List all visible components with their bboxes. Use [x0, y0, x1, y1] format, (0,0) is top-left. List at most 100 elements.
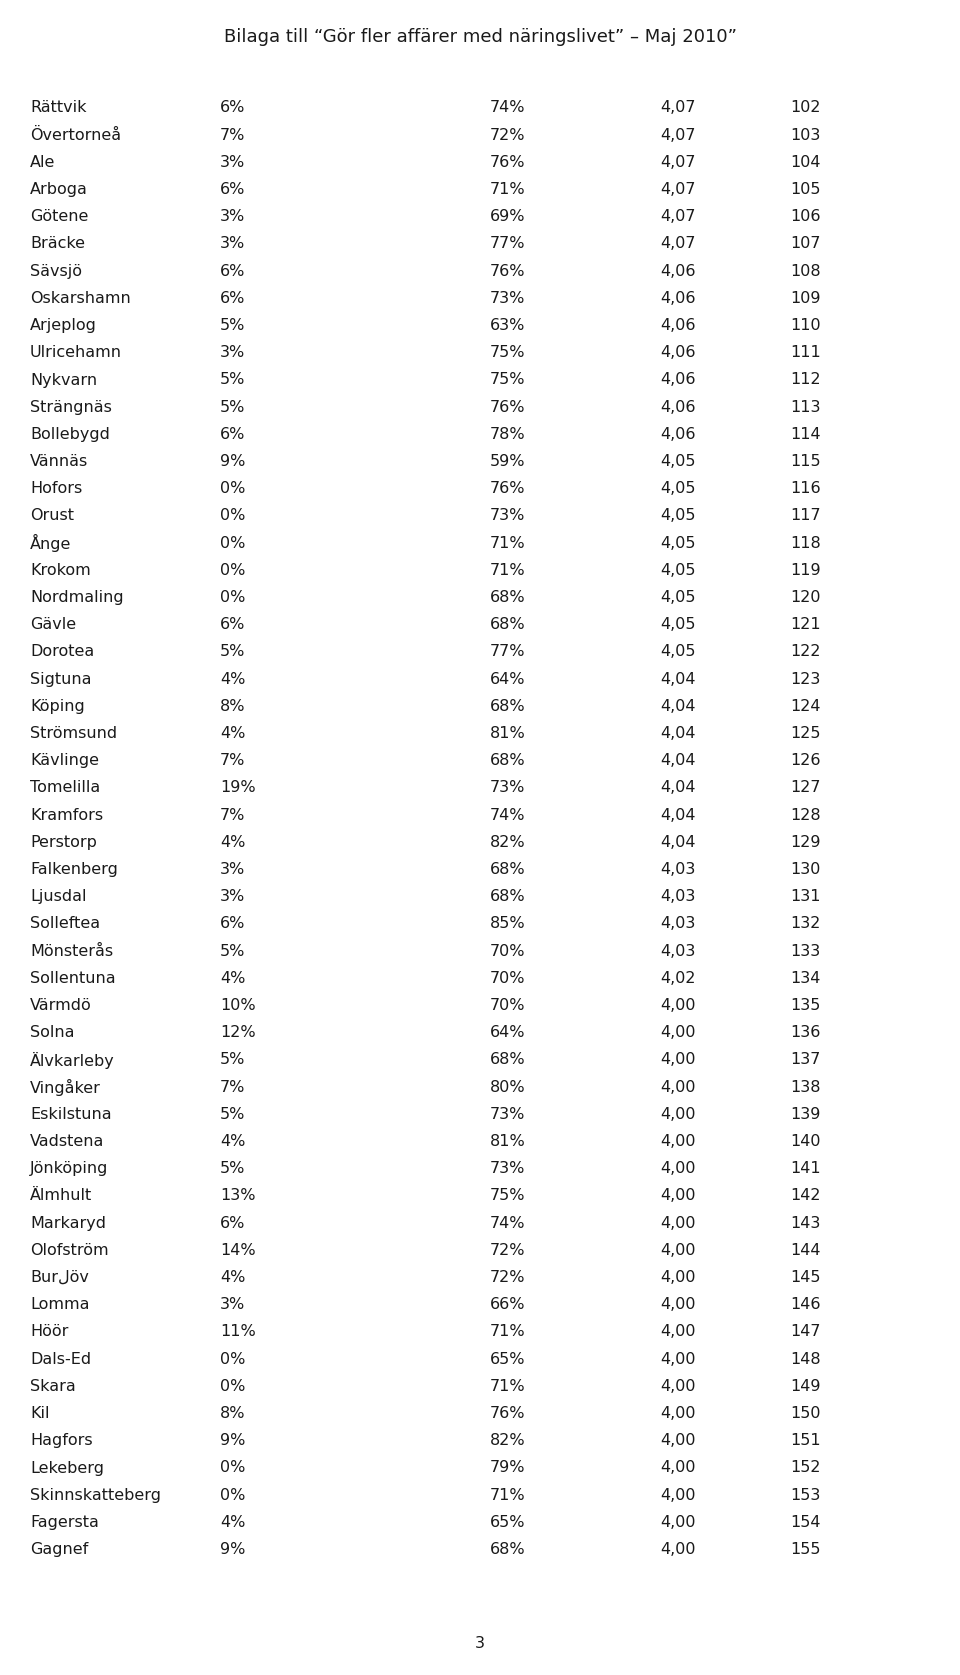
Text: 4,05: 4,05 — [660, 536, 695, 551]
Text: 4,03: 4,03 — [660, 916, 695, 931]
Text: Ånge: Ånge — [30, 534, 71, 553]
Text: 4,06: 4,06 — [660, 427, 695, 442]
Text: 73%: 73% — [490, 509, 525, 524]
Text: 4,04: 4,04 — [660, 725, 695, 740]
Text: 133: 133 — [790, 943, 820, 958]
Text: 5%: 5% — [220, 943, 246, 958]
Text: 0%: 0% — [220, 1461, 246, 1476]
Text: 4,00: 4,00 — [660, 1487, 695, 1502]
Text: 4,05: 4,05 — [660, 454, 695, 469]
Text: 4,04: 4,04 — [660, 672, 695, 687]
Text: Solna: Solna — [30, 1025, 75, 1040]
Text: Sävsjö: Sävsjö — [30, 263, 82, 278]
Text: 64%: 64% — [490, 672, 525, 687]
Text: 4,04: 4,04 — [660, 834, 695, 849]
Text: Skinnskatteberg: Skinnskatteberg — [30, 1487, 161, 1502]
Text: 134: 134 — [790, 971, 821, 987]
Text: 4,00: 4,00 — [660, 1080, 695, 1095]
Text: 4,05: 4,05 — [660, 618, 695, 631]
Text: 72%: 72% — [490, 127, 525, 142]
Text: 65%: 65% — [490, 1352, 525, 1367]
Text: Mönsterås: Mönsterås — [30, 943, 113, 958]
Text: 4,00: 4,00 — [660, 1461, 695, 1476]
Text: 71%: 71% — [490, 1325, 526, 1340]
Text: 154: 154 — [790, 1514, 821, 1529]
Text: Oskarshamn: Oskarshamn — [30, 291, 131, 307]
Text: 4%: 4% — [220, 672, 246, 687]
Text: 85%: 85% — [490, 916, 526, 931]
Text: 8%: 8% — [220, 1405, 246, 1420]
Text: 81%: 81% — [490, 1134, 526, 1149]
Text: 74%: 74% — [490, 100, 525, 116]
Text: 4,06: 4,06 — [660, 372, 695, 387]
Text: 137: 137 — [790, 1052, 821, 1067]
Text: 4,00: 4,00 — [660, 1352, 695, 1367]
Text: 77%: 77% — [490, 645, 525, 660]
Text: 4,00: 4,00 — [660, 1189, 695, 1204]
Text: 73%: 73% — [490, 291, 525, 307]
Text: 117: 117 — [790, 509, 821, 524]
Text: 146: 146 — [790, 1298, 821, 1312]
Text: 4,05: 4,05 — [660, 590, 695, 605]
Text: Höör: Höör — [30, 1325, 68, 1340]
Text: 76%: 76% — [490, 263, 525, 278]
Text: Nykvarn: Nykvarn — [30, 372, 97, 387]
Text: 4,00: 4,00 — [660, 1325, 695, 1340]
Text: 64%: 64% — [490, 1025, 525, 1040]
Text: 115: 115 — [790, 454, 821, 469]
Text: 68%: 68% — [490, 590, 526, 605]
Text: Krokom: Krokom — [30, 563, 91, 578]
Text: 82%: 82% — [490, 834, 526, 849]
Text: Kramfors: Kramfors — [30, 807, 103, 822]
Text: 68%: 68% — [490, 1052, 526, 1067]
Text: 76%: 76% — [490, 1405, 525, 1420]
Text: 9%: 9% — [220, 1434, 246, 1449]
Text: Vännäs: Vännäs — [30, 454, 88, 469]
Text: 0%: 0% — [220, 536, 246, 551]
Text: Värmdö: Värmdö — [30, 998, 92, 1013]
Text: 7%: 7% — [220, 754, 246, 769]
Text: Älvkarleby: Älvkarleby — [30, 1052, 115, 1069]
Text: 71%: 71% — [490, 563, 526, 578]
Text: 4,00: 4,00 — [660, 1514, 695, 1529]
Text: 129: 129 — [790, 834, 821, 849]
Text: Strängnäs: Strängnäs — [30, 400, 112, 415]
Text: 71%: 71% — [490, 1487, 526, 1502]
Text: 5%: 5% — [220, 1107, 246, 1122]
Text: 71%: 71% — [490, 1379, 526, 1394]
Text: 118: 118 — [790, 536, 821, 551]
Text: 102: 102 — [790, 100, 821, 116]
Text: 4,00: 4,00 — [660, 1379, 695, 1394]
Text: Ljusdal: Ljusdal — [30, 889, 86, 905]
Text: 4,00: 4,00 — [660, 1270, 695, 1285]
Text: 131: 131 — [790, 889, 821, 905]
Text: 142: 142 — [790, 1189, 821, 1204]
Text: 4,07: 4,07 — [660, 154, 695, 169]
Text: 3%: 3% — [220, 209, 245, 224]
Text: 12%: 12% — [220, 1025, 255, 1040]
Text: 13%: 13% — [220, 1189, 255, 1204]
Text: 6%: 6% — [220, 183, 246, 198]
Text: Tomelilla: Tomelilla — [30, 781, 100, 796]
Text: 7%: 7% — [220, 1080, 246, 1095]
Text: 4,03: 4,03 — [660, 943, 695, 958]
Text: 75%: 75% — [490, 1189, 525, 1204]
Text: 72%: 72% — [490, 1270, 525, 1285]
Text: Kil: Kil — [30, 1405, 50, 1420]
Text: 70%: 70% — [490, 971, 525, 987]
Text: Dorotea: Dorotea — [30, 645, 94, 660]
Text: 4,00: 4,00 — [660, 1161, 695, 1176]
Text: Arjeplog: Arjeplog — [30, 318, 97, 333]
Text: 147: 147 — [790, 1325, 821, 1340]
Text: 0%: 0% — [220, 1352, 246, 1367]
Text: 72%: 72% — [490, 1243, 525, 1258]
Text: 145: 145 — [790, 1270, 821, 1285]
Text: 108: 108 — [790, 263, 821, 278]
Text: 4,07: 4,07 — [660, 209, 695, 224]
Text: 68%: 68% — [490, 754, 526, 769]
Text: 73%: 73% — [490, 1161, 525, 1176]
Text: 4,07: 4,07 — [660, 236, 695, 251]
Text: Skara: Skara — [30, 1379, 76, 1394]
Text: Hagfors: Hagfors — [30, 1434, 92, 1449]
Text: 4%: 4% — [220, 1270, 246, 1285]
